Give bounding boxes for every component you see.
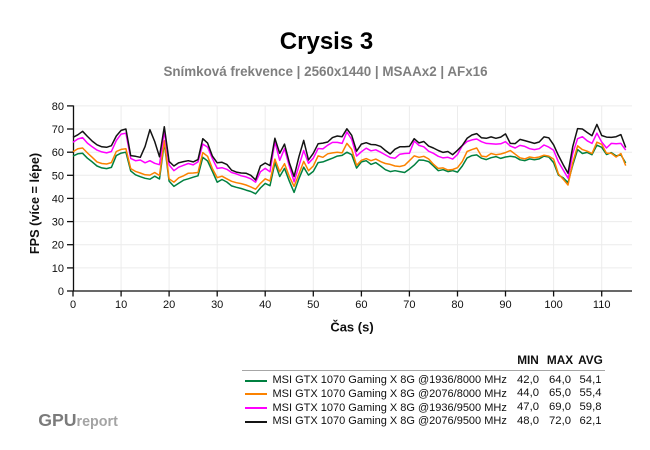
svg-text:60: 60	[355, 299, 367, 311]
svg-text:70: 70	[52, 124, 64, 136]
svg-text:50: 50	[52, 170, 64, 182]
svg-text:100: 100	[544, 299, 562, 311]
svg-text:90: 90	[499, 299, 511, 311]
svg-text:80: 80	[52, 101, 64, 113]
svg-text:0: 0	[70, 299, 76, 311]
svg-text:20: 20	[163, 299, 175, 311]
svg-text:30: 30	[52, 217, 64, 229]
svg-text:80: 80	[451, 299, 463, 311]
svg-text:110: 110	[593, 299, 611, 311]
svg-text:10: 10	[115, 299, 127, 311]
svg-text:FPS (více = lépe): FPS (více = lépe)	[28, 153, 42, 254]
svg-text:0: 0	[58, 286, 64, 298]
svg-text:50: 50	[307, 299, 319, 311]
svg-text:10: 10	[52, 263, 64, 275]
svg-text:30: 30	[211, 299, 223, 311]
svg-text:40: 40	[52, 193, 64, 205]
svg-text:70: 70	[403, 299, 415, 311]
svg-text:40: 40	[259, 299, 271, 311]
svg-text:20: 20	[52, 240, 64, 252]
svg-text:Čas (s): Čas (s)	[330, 320, 373, 335]
svg-text:60: 60	[52, 147, 64, 159]
